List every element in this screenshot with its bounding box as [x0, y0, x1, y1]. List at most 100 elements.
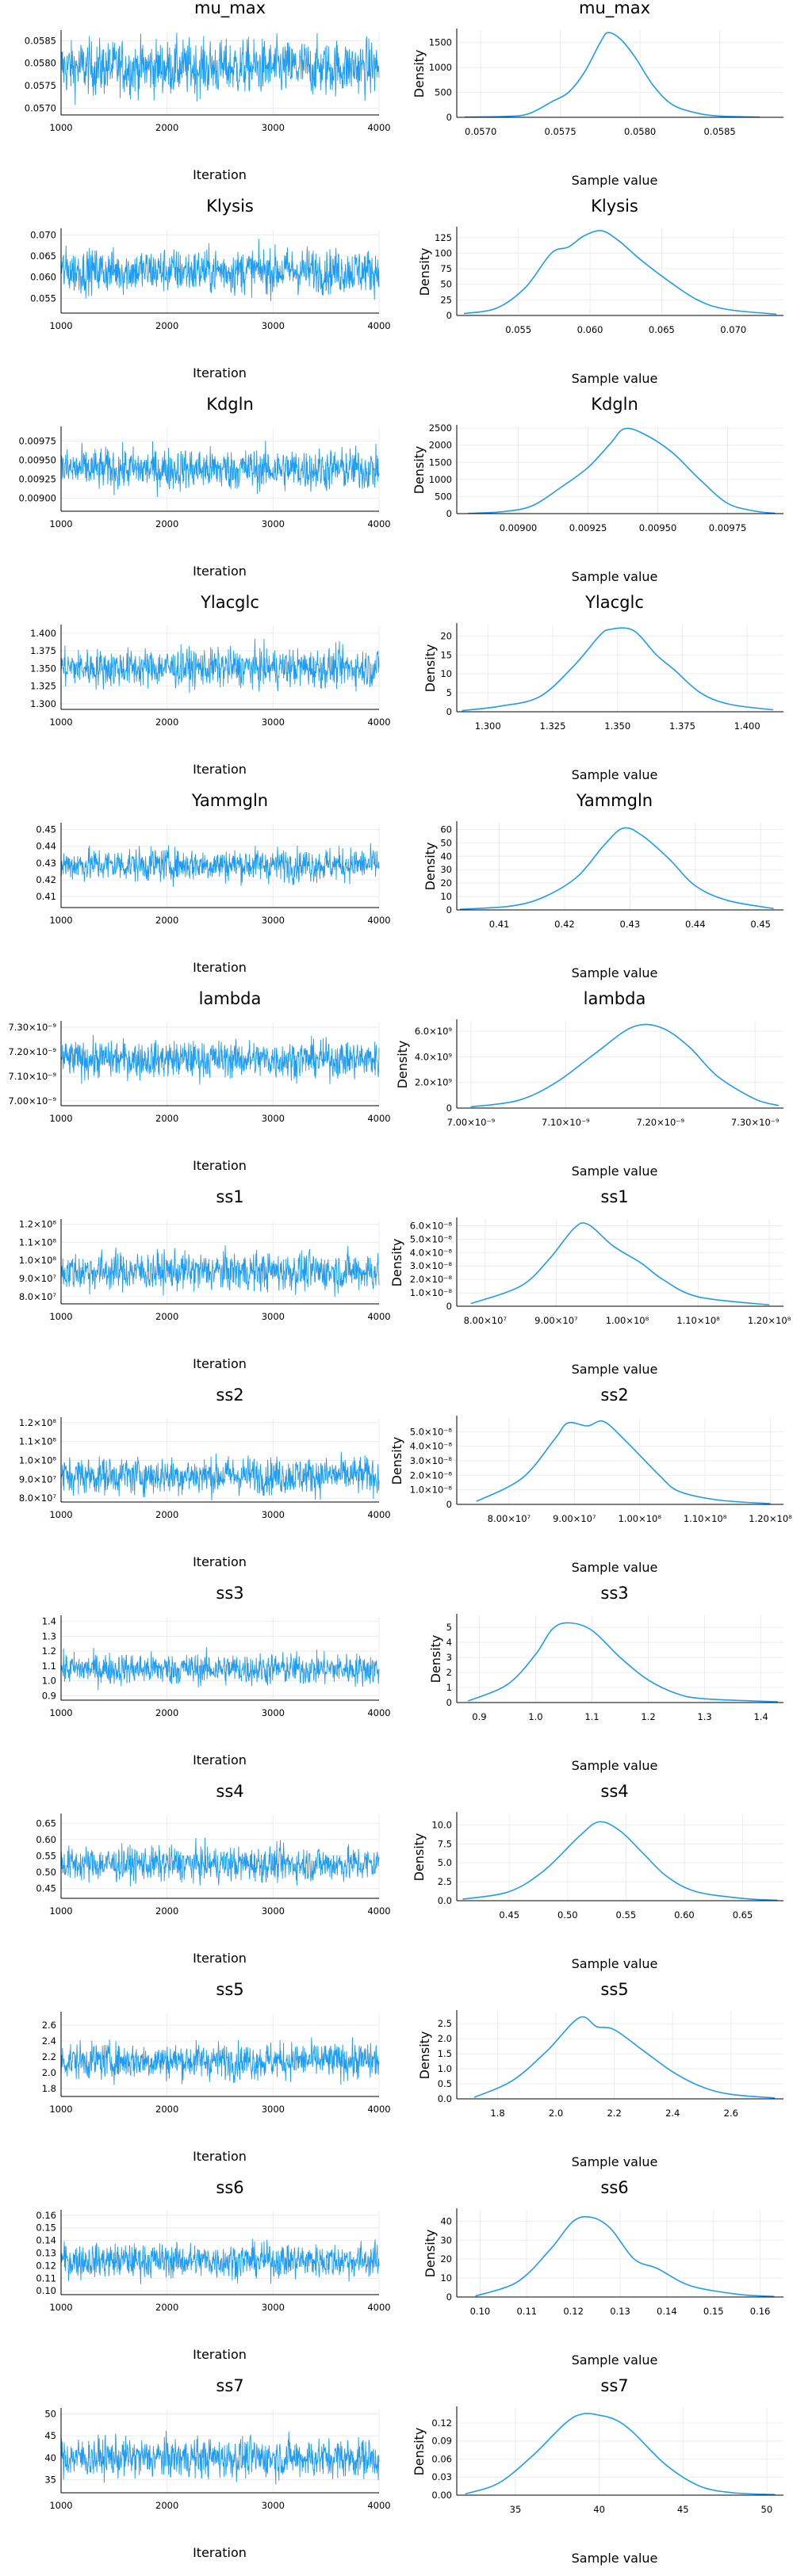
trace-y-tick-label: 0.44: [36, 841, 56, 852]
trace-x-axis-label: Iteration: [193, 1356, 247, 1371]
density-x-axis-label: Sample value: [572, 965, 658, 980]
density-x-axis-label: Sample value: [572, 1362, 658, 1377]
trace-series-ss4: [60, 1837, 380, 1887]
density-x-tick-label: 1.325: [540, 720, 566, 732]
trace-y-tick-label: 35: [44, 2474, 56, 2485]
trace-y-tick-label: 0.13: [36, 2248, 56, 2259]
density-y-tick-label: 0: [446, 112, 452, 123]
trace-x-tick-label: 4000: [367, 2500, 390, 2511]
density-y-tick-label: 40: [440, 2215, 452, 2226]
trace-title-ss3: ss3: [216, 1584, 243, 1603]
trace-title-ss6: ss6: [216, 2178, 243, 2197]
trace-title-lambda: lambda: [199, 989, 262, 1008]
trace-x-axis-label: Iteration: [193, 1158, 247, 1173]
density-x-tick-label: 0.055: [505, 324, 531, 335]
trace-y-tick-label: 0.0580: [25, 58, 56, 69]
density-x-tick-label: 0.11: [516, 2306, 537, 2317]
density-y-tick-label: 6.0×10⁹: [415, 1026, 453, 1037]
trace-x-tick-label: 2000: [155, 1707, 178, 1718]
trace-x-tick-label: 3000: [262, 2104, 285, 2115]
density-x-tick-label: 7.00×10⁻⁹: [447, 1117, 496, 1128]
trace-title-ss5: ss5: [216, 1980, 243, 1999]
density-y-tick-label: 4.0×10⁻⁸: [410, 1247, 453, 1258]
density-x-tick-label: 7.10×10⁻⁹: [542, 1117, 590, 1128]
density-x-tick-label: 0.00975: [709, 522, 747, 533]
trace-x-tick-label: 1000: [49, 2104, 72, 2115]
density-title-Yammgln: Yammgln: [576, 791, 653, 810]
density-y-tick-label: 1: [446, 1682, 452, 1693]
density-y-tick-label: 1.0×10⁻⁸: [410, 1485, 453, 1496]
trace-y-tick-label: 7.20×10⁻⁹: [8, 1046, 56, 1057]
trace-x-axis-label: Iteration: [193, 1951, 247, 1966]
density-x-tick-label: 1.00×10⁸: [618, 1513, 661, 1524]
density-title-Kdgln: Kdgln: [591, 395, 638, 414]
density-y-axis-label: Density: [417, 248, 432, 296]
trace-y-tick-label: 0.0570: [25, 102, 56, 113]
density-y-axis-label: Density: [395, 1041, 410, 1089]
trace-x-tick-label: 3000: [262, 320, 285, 331]
trace-x-tick-label: 2000: [155, 1905, 178, 1917]
density-x-tick-label: 8.00×10⁷: [488, 1513, 531, 1524]
density-x-tick-label: 0.12: [563, 2306, 584, 2317]
trace-x-tick-label: 3000: [262, 518, 285, 529]
trace-y-tick-label: 0.00900: [18, 493, 56, 504]
density-y-tick-label: 40: [440, 850, 452, 862]
density-x-tick-label: 0.45: [499, 1909, 519, 1921]
trace-title-ss2: ss2: [216, 1385, 243, 1405]
trace-y-tick-label: 1.1×10⁸: [19, 1436, 57, 1447]
trace-x-tick-label: 4000: [367, 2302, 390, 2313]
density-title-ss3: ss3: [600, 1584, 628, 1603]
trace-title-Yammgln: Yammgln: [191, 791, 268, 810]
density-y-tick-label: 1500: [429, 457, 452, 468]
trace-y-tick-label: 1.1×10⁸: [19, 1236, 57, 1248]
density-y-axis-label: Density: [417, 2031, 432, 2080]
trace-y-tick-label: 0.11: [36, 2272, 56, 2284]
density-y-tick-label: 50: [440, 279, 452, 290]
trace-series-ss7: [60, 2430, 380, 2485]
density-x-tick-label: 0.070: [720, 324, 746, 335]
trace-x-tick-label: 2000: [155, 1509, 178, 1520]
density-y-tick-label: 500: [435, 87, 452, 98]
trace-x-tick-label: 1000: [49, 1707, 72, 1718]
density-y-tick-label: 5: [446, 687, 452, 698]
density-y-tick-label: 0.12: [431, 2417, 452, 2429]
trace-x-axis-label: Iteration: [193, 762, 247, 777]
density-y-tick-label: 4.0×10⁹: [415, 1051, 453, 1062]
trace-x-tick-label: 3000: [262, 1905, 285, 1917]
trace-y-tick-label: 0.9: [42, 1690, 56, 1701]
density-y-axis-label: Density: [423, 843, 438, 891]
density-title-ss1: ss1: [600, 1187, 628, 1206]
density-y-tick-label: 2.0×10⁻⁸: [410, 1274, 453, 1285]
density-x-tick-label: 0.00950: [639, 522, 677, 533]
trace-x-tick-label: 3000: [262, 1509, 285, 1520]
trace-series-mu_max: [60, 32, 380, 105]
density-x-tick-label: 0.45: [750, 919, 771, 930]
trace-series-Kdgln: [60, 440, 380, 498]
trace-x-axis-label: Iteration: [193, 2149, 247, 2164]
trace-x-axis-label: Iteration: [193, 2545, 247, 2560]
density-x-tick-label: 1.0: [528, 1711, 542, 1722]
density-x-tick-label: 0.16: [750, 2306, 771, 2317]
density-y-tick-label: 0.00: [431, 2490, 452, 2501]
trace-y-tick-label: 0.065: [30, 250, 56, 262]
trace-y-tick-label: 0.60: [36, 1834, 56, 1845]
trace-x-tick-label: 2000: [155, 915, 178, 926]
density-y-tick-label: 2: [446, 1667, 452, 1678]
density-y-tick-label: 4.0×10⁻⁸: [410, 1441, 453, 1452]
density-y-tick-label: 2.5: [438, 2018, 452, 2029]
trace-x-tick-label: 3000: [262, 717, 285, 728]
density-y-tick-label: 0: [446, 706, 452, 717]
trace-y-tick-label: 0.0585: [25, 35, 56, 46]
density-curve-lambda: [470, 1023, 780, 1108]
trace-x-tick-label: 1000: [49, 320, 72, 331]
trace-series-ss6: [60, 2238, 380, 2284]
trace-x-tick-label: 2000: [155, 320, 178, 331]
density-x-tick-label: 1.1: [584, 1711, 599, 1722]
trace-x-tick-label: 1000: [49, 2302, 72, 2313]
density-x-tick-label: 0.13: [610, 2306, 630, 2317]
density-x-axis-label: Sample value: [572, 1560, 658, 1575]
density-y-tick-label: 1.0×10⁻⁸: [410, 1287, 453, 1298]
density-x-tick-label: 1.20×10⁸: [748, 1315, 791, 1326]
density-y-axis-label: Density: [412, 1833, 427, 1882]
density-curve-ss5: [473, 2016, 776, 2099]
